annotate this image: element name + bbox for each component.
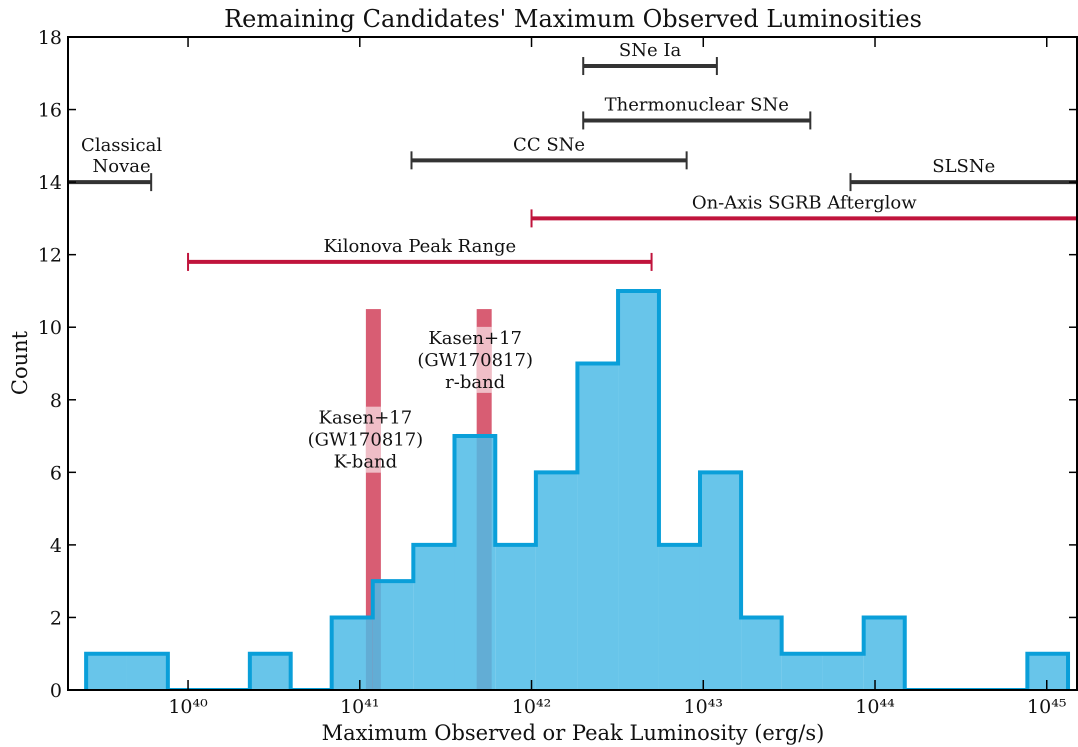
y-tick-label: 4 (50, 535, 62, 557)
x-tick-label: 10⁴⁵ (1027, 696, 1066, 718)
range-label: SNe Ia (619, 40, 682, 61)
y-tick-label: 8 (50, 390, 62, 412)
x-tick-label: 10⁴⁴ (855, 696, 895, 718)
band-label: Kasen+17 (319, 408, 413, 429)
histogram-bar (249, 653, 291, 690)
y-tick-label: 6 (50, 462, 62, 484)
range-label: SLSNe (932, 156, 995, 177)
histogram-bar (126, 653, 168, 690)
range-label: Novae (93, 156, 151, 177)
range-label: Classical (81, 135, 162, 156)
x-axis-label: Maximum Observed or Peak Luminosity (erg… (322, 721, 825, 745)
band-label: K-band (334, 452, 398, 473)
plot-frame (67, 36, 1078, 691)
histogram-bar (495, 544, 536, 690)
y-axis-label: Count (8, 330, 32, 395)
histogram-bar (699, 472, 742, 690)
histogram-bar (658, 544, 700, 690)
histogram-bar (863, 617, 905, 690)
range-label: CC SNe (513, 134, 585, 155)
range-label: On-Axis SGRB Afterglow (692, 192, 917, 213)
x-tick-label: 10⁴¹ (340, 696, 379, 718)
y-tick-label: 14 (38, 172, 62, 194)
histogram-bar (86, 653, 127, 690)
histogram-bar (372, 581, 414, 690)
band-label-bg (476, 326, 492, 393)
x-tick-label: 10⁴² (512, 696, 551, 718)
histogram-bar (577, 363, 619, 690)
histogram-bar (822, 653, 864, 690)
plot-area (68, 57, 1077, 690)
band-label: (GW170817) (308, 430, 424, 451)
histogram-bar (618, 290, 659, 690)
y-tick-label: 12 (38, 245, 62, 267)
histogram-bar (741, 617, 782, 690)
histogram-outline (84, 288, 1071, 690)
histogram-bar (1027, 653, 1069, 690)
chart-title: Remaining Candidates' Maximum Observed L… (224, 5, 922, 33)
histogram-bar (535, 472, 578, 690)
x-tick-label: 10⁴³ (684, 696, 723, 718)
band-label: (GW170817) (417, 350, 533, 371)
y-tick-label: 10 (38, 317, 62, 339)
x-tick-label: 10⁴⁰ (168, 696, 208, 718)
band-label: r-band (445, 372, 505, 393)
range-label: Thermonuclear SNe (605, 94, 789, 115)
y-tick-label: 18 (38, 27, 62, 49)
histogram-bar (413, 544, 455, 690)
histogram-bar (331, 617, 373, 690)
y-tick-label: 16 (38, 100, 62, 122)
range-label: Kilonova Peak Range (323, 236, 516, 257)
histogram-bar (454, 436, 496, 690)
band-label: Kasen+17 (428, 328, 522, 349)
band-label-bg (365, 406, 381, 473)
y-tick-label: 0 (50, 680, 62, 702)
y-tick-label: 2 (50, 607, 62, 629)
histogram-bar (781, 653, 823, 690)
